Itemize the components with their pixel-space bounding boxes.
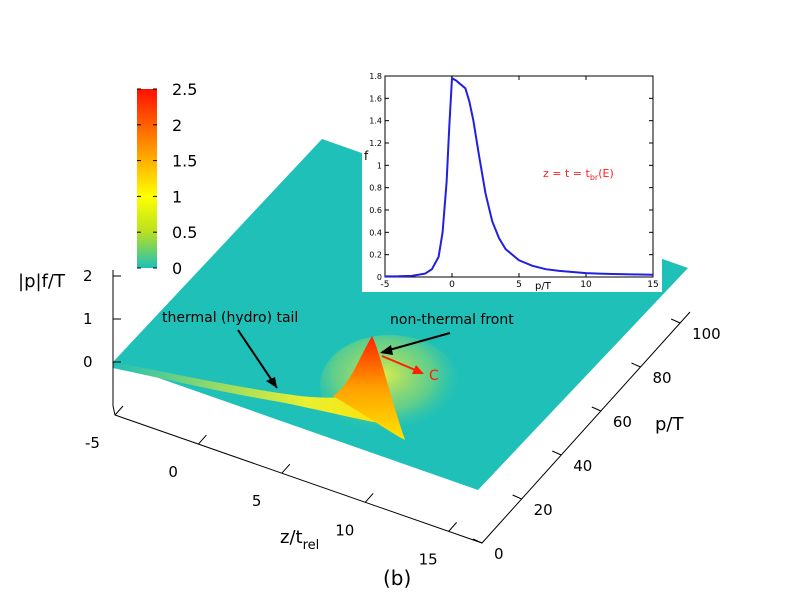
z-ticks: 0 1 2	[83, 267, 121, 371]
x-tick	[198, 434, 207, 445]
y-tick-label: 40	[573, 457, 592, 475]
inset-y-tick-label: 0.4	[369, 228, 382, 237]
y-tick	[631, 362, 641, 368]
x-tick	[114, 405, 124, 416]
inset-x-label: p/T	[535, 281, 552, 292]
inset-y-tick-label: 0.2	[369, 251, 382, 260]
inset-legend-sub: br	[590, 173, 599, 182]
inset-background	[362, 62, 662, 292]
inset-legend-main: z = t = t	[543, 167, 591, 180]
inset-y-ticks: 0 0.2 0.4 0.6 0.8 1 1.2 1.4 1.6 1.8	[369, 72, 653, 282]
annotation-tail-arrow	[237, 329, 278, 389]
colorbar-tick-label: 0	[172, 259, 182, 278]
z-tick-label: 1	[83, 310, 93, 328]
y-tick-label: 80	[652, 369, 671, 387]
x-tick-label: 15	[419, 550, 438, 568]
y-tick	[552, 450, 562, 456]
speed-arrow	[381, 355, 421, 373]
y-tick	[591, 406, 602, 412]
floor-outline	[112, 311, 691, 544]
inset-plot: 00.20.40.60.811.21.41.61.8 -5 0 5 10 15 f p/…	[362, 62, 662, 292]
colorbar-tick-label: 2	[172, 116, 182, 135]
colorbar-tick-label: 1	[172, 187, 182, 206]
y-tick-label: 0	[494, 545, 504, 563]
annotation-tail: thermal (hydro) tail	[162, 310, 298, 326]
x-tick	[281, 463, 291, 474]
x-tick-label: -5	[85, 434, 100, 452]
inset-series-line	[384, 76, 654, 278]
inset-legend-tail: (E)	[598, 167, 614, 180]
inset-y-tick-label: 1.2	[369, 139, 382, 148]
x-tick	[448, 522, 458, 532]
x-ticks: -5 0 5 10 15	[85, 405, 458, 568]
speed-arrowhead	[412, 365, 424, 374]
y-tick	[512, 494, 522, 500]
x-tick-label: 0	[168, 463, 178, 481]
x-axis-label-sub: rel	[303, 538, 320, 553]
colorbar-tick-label: 0.5	[172, 223, 197, 242]
inset-y-tick-label: 1.4	[369, 117, 382, 126]
y-tick-label: 100	[692, 325, 721, 343]
colorbar-ticks: 0 0.5 1 1.5 2 2.5	[137, 80, 197, 278]
z-tick-label: 0	[83, 353, 93, 371]
x-axis-label-main: z/t	[280, 527, 303, 548]
annotation-tail-arrowhead	[266, 377, 277, 388]
inset-y-label: f	[364, 149, 369, 163]
inset-x-tick-label: 15	[647, 280, 658, 290]
z-axis-label: |p|f/T	[18, 271, 66, 292]
inset-x-tick-label: 5	[516, 280, 522, 290]
x-tick	[364, 492, 374, 503]
y-tick	[472, 538, 483, 544]
inset-y-tick-label: 0	[377, 273, 382, 282]
x-tick-label: 5	[252, 492, 262, 510]
inset-x-tick-label: 0	[449, 280, 455, 290]
inset-y-tick-label: 1.8	[369, 72, 382, 81]
inset-y-tick-label: 0.6	[369, 206, 382, 215]
colorbar-tick-label: 1.5	[172, 152, 197, 171]
annotation-front-arrow	[381, 332, 451, 353]
y-tick	[670, 318, 681, 324]
inset-y-tick-label: 1	[377, 161, 382, 170]
colorbar-gradient	[137, 89, 157, 268]
annotation-speed: C	[429, 368, 439, 384]
front-peak-surface	[333, 336, 405, 440]
inset-y-tick-label: 1.6	[369, 94, 382, 103]
annotation-front: non-thermal front	[390, 312, 514, 328]
colorbar: 0 0.5 1 1.5 2 2.5	[137, 80, 197, 278]
inset-x-tick-label: -5	[381, 280, 390, 290]
colorbar-tick-label: 2.5	[172, 80, 197, 99]
y-tick-label: 60	[613, 413, 632, 431]
y-tick-label: 20	[534, 501, 553, 519]
inset-x-tick-label: 10	[580, 280, 592, 290]
figure-label: (b)	[383, 566, 411, 590]
y-ticks: 0 20 40 60 80 100	[472, 318, 721, 563]
x-axis-label: z/trel	[280, 527, 319, 553]
y-axis-label: p/T	[655, 414, 684, 435]
inset-legend: z = t = tbr(E)	[543, 167, 614, 182]
inset-y-tick-label: 0.8	[369, 184, 382, 193]
annotation-front-arrowhead	[380, 345, 393, 355]
z-tick-label: 2	[83, 267, 93, 285]
x-tick-label: 10	[335, 521, 354, 539]
thermal-tail-surface	[113, 362, 390, 425]
